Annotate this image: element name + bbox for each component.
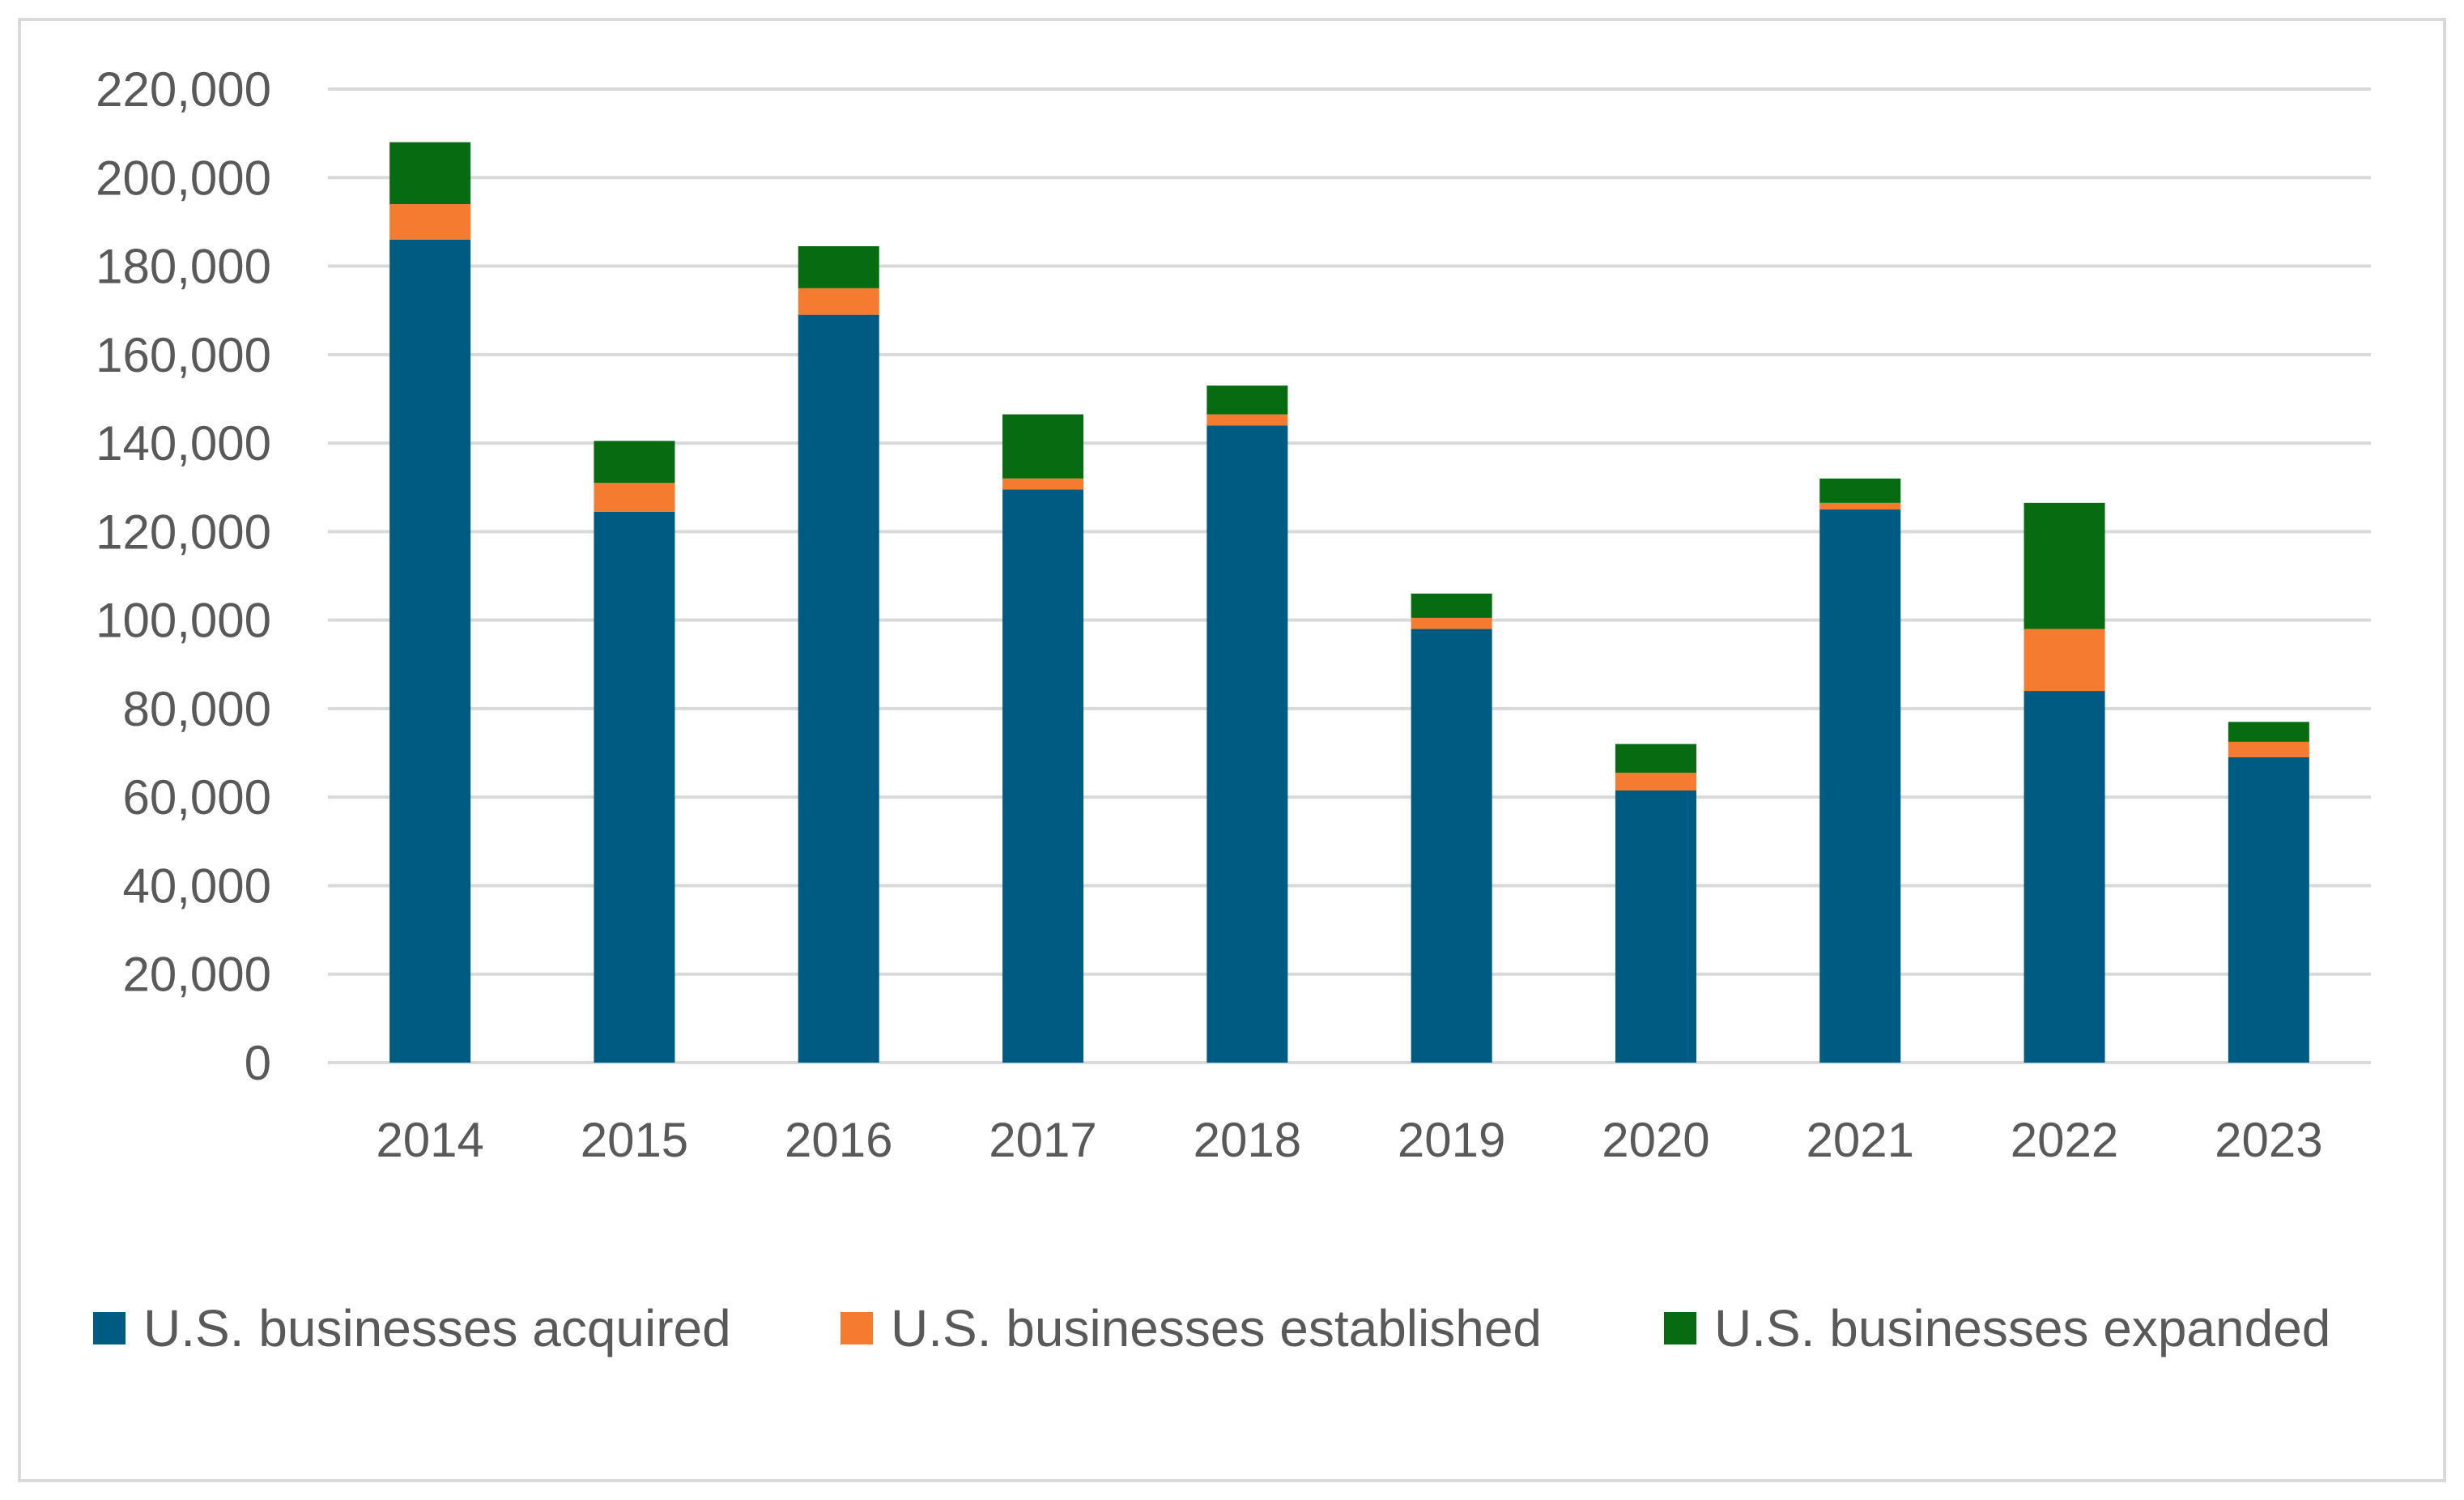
bar-segment-2015-established <box>594 483 675 512</box>
x-tick-label: 2021 <box>1807 1113 1914 1167</box>
legend-label: U.S. businesses established <box>891 1299 1542 1357</box>
y-tick-label: 120,000 <box>96 505 271 559</box>
y-tick-label: 60,000 <box>122 770 271 825</box>
legend-swatch <box>1664 1312 1696 1344</box>
bar-segment-2016-acquired <box>798 314 879 1063</box>
bar-segment-2018-established <box>1206 414 1288 426</box>
legend: U.S. businesses acquired U.S. businesses … <box>93 1299 2330 1357</box>
x-tick-label: 2014 <box>376 1113 483 1167</box>
bar-segment-2018-expanded <box>1206 386 1288 415</box>
y-tick-label: 80,000 <box>122 682 271 736</box>
bar-segment-2021-expanded <box>1819 478 1901 503</box>
bar-segment-2017-established <box>1002 478 1084 490</box>
bar-segment-2017-expanded <box>1002 414 1084 479</box>
bar-segment-2015-acquired <box>594 511 675 1063</box>
bar-segment-2018-acquired <box>1206 425 1288 1063</box>
legend-label: U.S. businesses acquired <box>143 1299 731 1357</box>
bar-segment-2016-expanded <box>798 245 879 288</box>
x-tick-label: 2023 <box>2215 1113 2322 1167</box>
legend-swatch <box>840 1312 873 1344</box>
y-tick-label: 200,000 <box>96 151 271 205</box>
bar-segment-2020-acquired <box>1615 790 1696 1063</box>
bar-segment-2021-established <box>1819 502 1901 510</box>
bar-segment-2023-established <box>2228 741 2309 758</box>
y-tick-label: 220,000 <box>96 62 271 117</box>
x-tick-label: 2016 <box>785 1113 892 1167</box>
y-tick-label: 160,000 <box>96 328 271 382</box>
bar-segment-2014-expanded <box>389 142 471 205</box>
bar-segment-2014-established <box>389 204 471 240</box>
y-tick-label: 40,000 <box>122 859 271 913</box>
legend-swatch <box>93 1312 126 1344</box>
bar-segment-2021-acquired <box>1819 509 1901 1063</box>
y-tick-label: 140,000 <box>96 416 271 471</box>
bar-segment-2019-established <box>1411 617 1492 629</box>
y-tick-label: 180,000 <box>96 240 271 294</box>
x-tick-label: 2017 <box>989 1113 1096 1167</box>
bar-segment-2014-acquired <box>389 239 471 1063</box>
x-axis: 2014 2015 2016 2017 2018 2019 2020 2021 2022 2023 <box>376 1113 2322 1167</box>
bar-segment-2022-acquired <box>2024 691 2105 1063</box>
x-tick-label: 2019 <box>1398 1113 1505 1167</box>
y-tick-label: 100,000 <box>96 594 271 648</box>
y-tick-label: 20,000 <box>122 948 271 1002</box>
y-tick-label: 0 <box>245 1036 271 1090</box>
x-tick-label: 2020 <box>1602 1113 1709 1167</box>
x-tick-label: 2022 <box>2011 1113 2118 1167</box>
bar-segment-2022-established <box>2024 629 2105 692</box>
x-tick-label: 2015 <box>581 1113 688 1167</box>
bar-segment-2022-expanded <box>2024 502 2105 629</box>
bar-segment-2015-expanded <box>594 441 675 484</box>
bar-segment-2017-acquired <box>1002 489 1084 1063</box>
bar-segment-2023-expanded <box>2228 722 2309 742</box>
x-tick-label: 2018 <box>1194 1113 1301 1167</box>
y-axis: 0 20,000 40,000 60,000 80,000 100,000 120,000 1… <box>96 62 271 1090</box>
bars <box>389 142 2309 1063</box>
bar-segment-2016-established <box>798 288 879 315</box>
legend-label: U.S. businesses expanded <box>1714 1299 2330 1357</box>
bar-segment-2019-expanded <box>1411 593 1492 618</box>
bar-segment-2019-acquired <box>1411 629 1492 1063</box>
bar-segment-2023-acquired <box>2228 757 2309 1063</box>
bar-segment-2020-expanded <box>1615 744 1696 773</box>
bar-segment-2020-established <box>1615 773 1696 790</box>
